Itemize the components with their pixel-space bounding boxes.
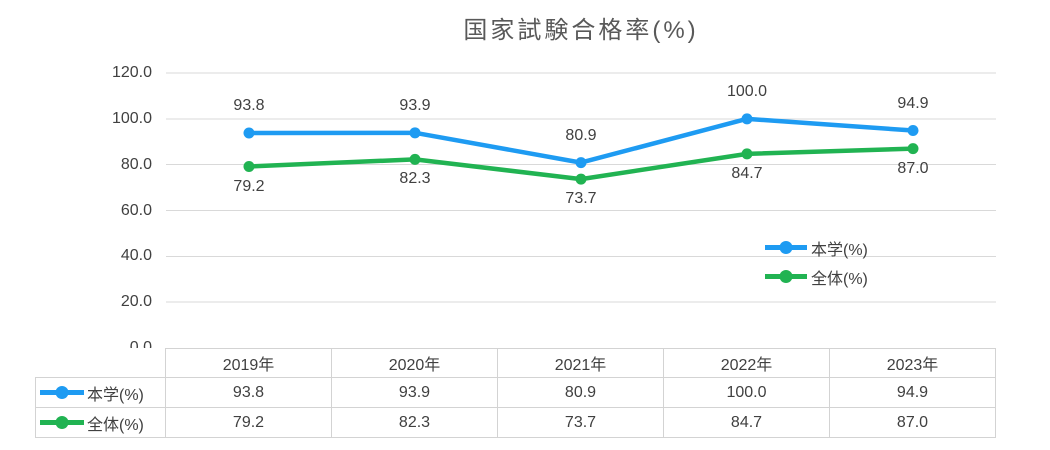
table-corner-cell xyxy=(35,348,166,378)
data-point xyxy=(575,173,587,185)
data-point xyxy=(409,153,421,165)
legend: 本学(%) 全体(%) xyxy=(763,233,868,291)
table-value-cell: 80.9 xyxy=(498,378,664,408)
data-table: 2019年 2020年 2021年 2022年 2023年本学(%) 93.8 93.9 80… xyxy=(35,348,996,438)
table-row-label-text: 本学(%) xyxy=(87,386,144,404)
y-tick-label: 80.0 xyxy=(120,155,152,173)
data-label: 93.9 xyxy=(399,96,431,114)
data-label: 79.2 xyxy=(233,177,265,195)
legend-key-icon xyxy=(765,270,807,283)
table-row-label-text: 全体(%) xyxy=(87,416,144,434)
table-value-cell: 100.0 xyxy=(664,378,830,408)
data-point xyxy=(575,157,587,169)
plot-area: 93.8 93.9 80.9 100.0 94.9 79.2 82.3 73.7 84.7 87.… xyxy=(166,72,996,348)
table-header-cell: 2019年 xyxy=(166,348,332,378)
table-value-cell: 87.0 xyxy=(830,408,996,438)
data-label: 84.7 xyxy=(731,164,763,182)
data-label: 80.9 xyxy=(565,126,597,144)
y-tick-label: 20.0 xyxy=(120,293,152,311)
data-label: 82.3 xyxy=(399,170,431,188)
table-row-label: 全体(%) xyxy=(35,408,166,438)
y-tick-label: 60.0 xyxy=(120,201,152,219)
data-point xyxy=(409,127,421,139)
data-point xyxy=(907,125,919,137)
table-value-cell: 82.3 xyxy=(332,408,498,438)
table-header-cell: 2021年 xyxy=(498,348,664,378)
table-value-cell: 84.7 xyxy=(664,408,830,438)
data-label: 73.7 xyxy=(565,190,597,208)
legend-label: 本学(%) xyxy=(811,241,868,259)
data-point xyxy=(907,143,919,155)
table-value-cell: 94.9 xyxy=(830,378,996,408)
table-row-label: 本学(%) xyxy=(35,378,166,408)
legend-label: 全体(%) xyxy=(811,270,868,288)
table-value-cell: 93.8 xyxy=(166,378,332,408)
legend-item: 本学(%) xyxy=(763,233,868,262)
table-header-cell: 2020年 xyxy=(332,348,498,378)
data-point xyxy=(741,113,753,125)
y-tick-label: 100.0 xyxy=(111,109,152,127)
data-point xyxy=(741,148,753,160)
plot-svg xyxy=(166,72,996,303)
data-label: 94.9 xyxy=(897,94,929,112)
y-tick-label: 120.0 xyxy=(111,64,152,81)
table-value-cell: 93.9 xyxy=(332,378,498,408)
data-label: 87.0 xyxy=(897,159,929,177)
data-label: 93.8 xyxy=(233,97,265,115)
table-header-cell: 2023年 xyxy=(830,348,996,378)
table-value-cell: 79.2 xyxy=(166,408,332,438)
y-tick-label: 40.0 xyxy=(120,247,152,265)
chart-title: 国家試験合格率(%) xyxy=(463,17,699,44)
table-legend-key-icon xyxy=(40,386,84,399)
table-header-cell: 2022年 xyxy=(664,348,830,378)
data-point xyxy=(243,127,255,139)
legend-key-icon xyxy=(765,241,807,254)
data-label: 100.0 xyxy=(726,82,768,100)
legend-item: 全体(%) xyxy=(763,262,868,291)
table-legend-key-icon xyxy=(40,416,84,429)
table-value-cell: 73.7 xyxy=(498,408,664,438)
data-point xyxy=(243,161,255,172)
